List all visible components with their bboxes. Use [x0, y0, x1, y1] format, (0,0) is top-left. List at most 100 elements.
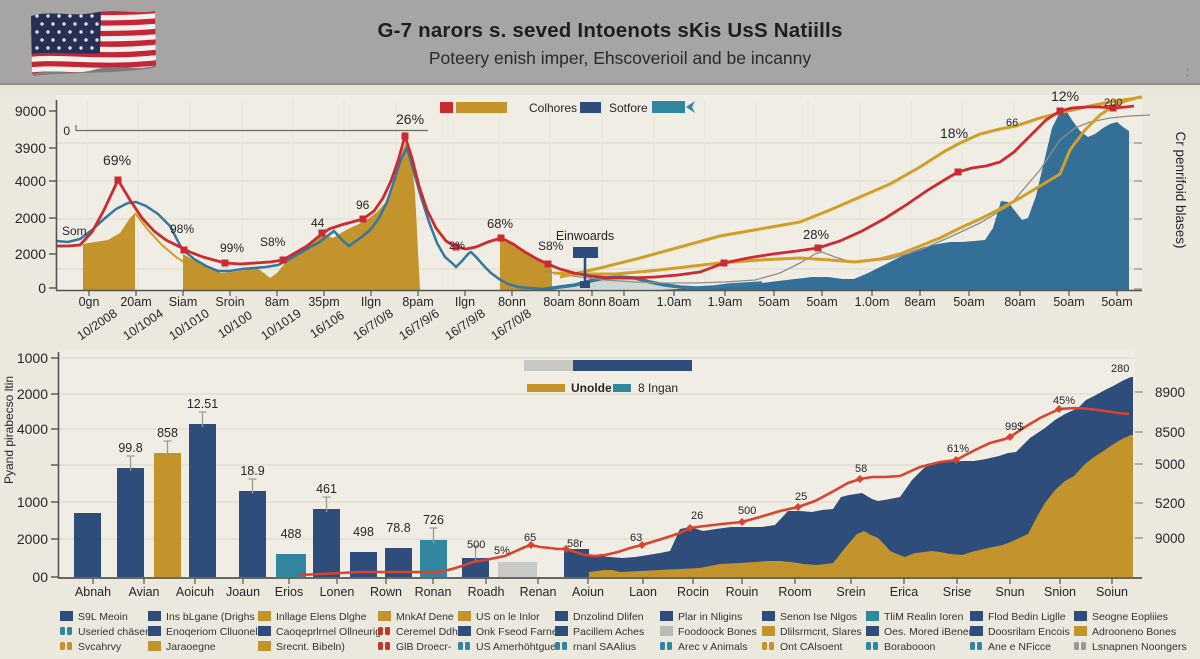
svg-text:Pyand pirabecso ltin: Pyand pirabecso ltin: [2, 376, 16, 484]
svg-text:4000: 4000: [17, 421, 48, 437]
svg-text:Ilgn: Ilgn: [455, 295, 475, 309]
svg-text:44: 44: [311, 216, 325, 230]
svg-text:Snion: Snion: [1044, 585, 1076, 599]
svg-text:99%: 99%: [220, 241, 244, 255]
svg-text:Rocin: Rocin: [677, 585, 709, 599]
svg-text:Lonen: Lonen: [320, 585, 355, 599]
svg-text:Rouin: Rouin: [726, 585, 759, 599]
svg-text:Jaraoegne: Jaraoegne: [166, 641, 216, 653]
svg-text:500: 500: [467, 539, 485, 551]
svg-text:S9L Meoin: S9L Meoin: [78, 611, 128, 623]
svg-text:5oam: 5oam: [1101, 295, 1132, 309]
svg-text:Cr penrifoid blases): Cr penrifoid blases): [1173, 131, 1188, 248]
svg-text:18%: 18%: [940, 125, 968, 141]
svg-text:8500: 8500: [1155, 425, 1185, 440]
svg-text:58r: 58r: [567, 538, 583, 550]
svg-text:280: 280: [1111, 363, 1129, 375]
svg-text:Room: Room: [778, 585, 811, 599]
svg-text:68%: 68%: [487, 216, 513, 231]
svg-text:Srein: Srein: [836, 585, 865, 599]
svg-text:1000: 1000: [17, 494, 48, 510]
svg-text:Inllage Elens Dlghe: Inllage Elens Dlghe: [276, 611, 367, 623]
svg-text:Siam: Siam: [169, 295, 197, 309]
svg-text:Arec v Animals: Arec v Animals: [678, 641, 747, 653]
svg-text:1.0om: 1.0om: [855, 295, 890, 309]
svg-text:2000: 2000: [15, 210, 46, 226]
svg-text:8onn: 8onn: [498, 295, 526, 309]
svg-text:Srise: Srise: [943, 585, 972, 599]
svg-text:MnkAf Dene: MnkAf Dene: [396, 611, 454, 623]
svg-text:12%: 12%: [1051, 88, 1079, 104]
svg-text:GlB Droecr-: GlB Droecr-: [396, 641, 452, 653]
svg-text:Ane e NFicce: Ane e NFicce: [988, 641, 1051, 653]
svg-text:2%: 2%: [449, 240, 465, 252]
svg-text:18.9: 18.9: [240, 464, 264, 478]
svg-text:8eam: 8eam: [904, 295, 935, 309]
svg-text:Colhores: Colhores: [529, 101, 577, 115]
svg-text:66: 66: [1006, 117, 1018, 129]
svg-text:00: 00: [32, 569, 48, 585]
svg-text:26: 26: [691, 510, 703, 522]
svg-text:5200: 5200: [1155, 496, 1185, 511]
svg-text:2000: 2000: [17, 386, 48, 402]
svg-text:Rown: Rown: [370, 585, 402, 599]
svg-text:Lsnapnen Noongers: Lsnapnen Noongers: [1092, 641, 1187, 653]
svg-text:69%: 69%: [103, 152, 131, 168]
svg-text:20am: 20am: [120, 295, 151, 309]
svg-text:Joaun: Joaun: [226, 585, 260, 599]
svg-text:8am: 8am: [265, 295, 289, 309]
svg-text:Ins bLgane (Drighs: Ins bLgane (Drighs: [166, 611, 255, 623]
svg-text:Pacillem Aches: Pacillem Aches: [573, 626, 644, 638]
svg-text:858: 858: [157, 426, 178, 440]
svg-text:5oam: 5oam: [758, 295, 789, 309]
svg-text:Roadh: Roadh: [468, 585, 505, 599]
svg-text:8900: 8900: [1155, 385, 1185, 400]
svg-text:58: 58: [855, 463, 867, 475]
svg-text:0gn: 0gn: [79, 295, 100, 309]
svg-text:9000: 9000: [15, 103, 46, 119]
svg-text:S8%: S8%: [538, 239, 564, 253]
svg-text:8 Ingan: 8 Ingan: [638, 381, 678, 395]
svg-text:726: 726: [423, 513, 444, 527]
svg-text:rnanl SAAlius: rnanl SAAlius: [573, 641, 636, 653]
svg-text:Aoiun: Aoiun: [572, 585, 604, 599]
svg-text:Ronan: Ronan: [415, 585, 452, 599]
svg-text:8oam: 8oam: [543, 295, 574, 309]
svg-text:488: 488: [281, 527, 302, 541]
svg-text:96: 96: [356, 198, 370, 212]
svg-text:63: 63: [630, 532, 642, 544]
svg-text:1000: 1000: [17, 350, 48, 366]
svg-text:8pam: 8pam: [402, 295, 433, 309]
svg-text:Ceremel Ddh: Ceremel Ddh: [396, 626, 458, 638]
svg-text:65: 65: [524, 532, 536, 544]
svg-text:26%: 26%: [396, 111, 424, 127]
svg-text:Dlilsrmcnt, Slares: Dlilsrmcnt, Slares: [780, 626, 862, 638]
svg-text:61%: 61%: [947, 443, 969, 455]
svg-text:8oam: 8oam: [608, 295, 639, 309]
svg-text:5oam: 5oam: [806, 295, 837, 309]
svg-text:9000: 9000: [1155, 531, 1185, 546]
svg-text:Svcahrvy: Svcahrvy: [78, 641, 122, 653]
svg-text:25: 25: [795, 491, 807, 503]
svg-text:Srecnt. Bibeln): Srecnt. Bibeln): [276, 641, 345, 653]
svg-text:2000: 2000: [17, 531, 48, 547]
svg-text:Ont CAlsoent: Ont CAlsoent: [780, 641, 843, 653]
svg-text:5000: 5000: [1155, 457, 1185, 472]
svg-text:Borabooon: Borabooon: [884, 641, 936, 653]
svg-text:5oam: 5oam: [1053, 295, 1084, 309]
svg-text:Poteery enish imper, Ehscoveri: Poteery enish imper, Ehscoverioil and be…: [429, 48, 812, 68]
svg-text:1.0am: 1.0am: [657, 295, 692, 309]
svg-text:US on le Inlor: US on le Inlor: [476, 611, 540, 623]
svg-text:Seogne Eopliies: Seogne Eopliies: [1092, 611, 1168, 623]
svg-text:Sotfore: Sotfore: [609, 101, 648, 115]
svg-text:TliM Realin Ioren: TliM Realin Ioren: [884, 611, 964, 623]
svg-text:8oam: 8oam: [1004, 295, 1035, 309]
svg-text:99.8: 99.8: [118, 441, 142, 455]
svg-text:498: 498: [353, 525, 374, 539]
svg-text:Dnzolind Dlifen: Dnzolind Dlifen: [573, 611, 644, 623]
svg-text:0: 0: [63, 124, 70, 138]
svg-text::: :: [1186, 65, 1189, 79]
svg-text:S8%: S8%: [260, 235, 286, 249]
svg-text:4000: 4000: [15, 173, 46, 189]
svg-text:Doosrilam Encois: Doosrilam Encois: [988, 626, 1070, 638]
